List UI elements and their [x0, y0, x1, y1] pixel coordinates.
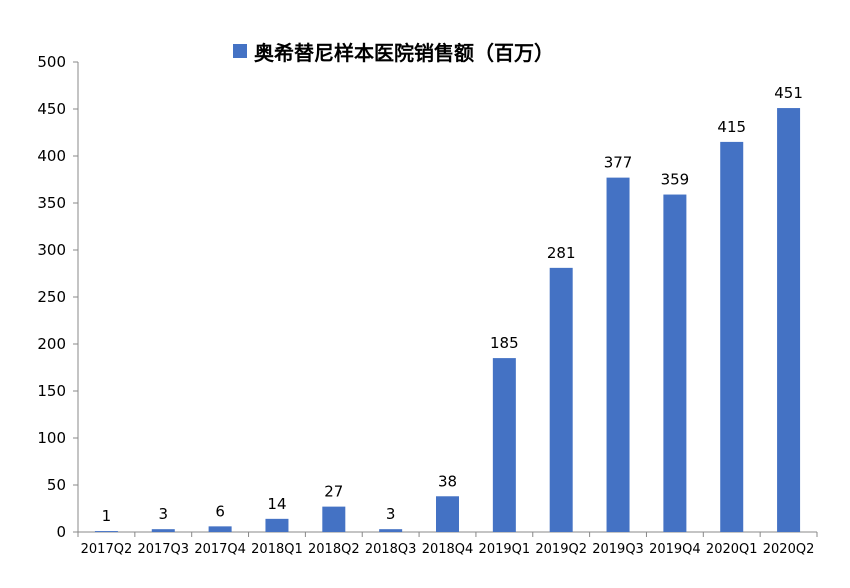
bar	[265, 518, 289, 532]
x-tick-label: 2020Q1	[706, 542, 758, 557]
y-tick-label: 250	[37, 288, 66, 306]
bar	[663, 194, 687, 533]
y-tick-label: 400	[37, 147, 66, 165]
bar	[720, 141, 744, 532]
legend-swatch	[233, 44, 247, 58]
data-label: 3	[386, 505, 396, 523]
x-tick-label: 2017Q2	[81, 542, 133, 557]
x-tick-label: 2019Q2	[535, 542, 587, 557]
x-tick-label: 2018Q3	[365, 542, 417, 557]
y-tick-label: 500	[37, 53, 66, 71]
y-tick-label: 150	[37, 382, 66, 400]
x-tick-label: 2019Q3	[592, 542, 644, 557]
bar	[322, 506, 346, 532]
x-axis-ticks: 2017Q2 2017Q3 2017Q4 2018Q1 2018Q2 2018Q3 2018…	[77, 532, 818, 557]
data-label: 6	[215, 502, 225, 520]
data-label: 27	[324, 483, 343, 501]
bar	[151, 529, 175, 532]
data-label: 38	[438, 472, 457, 490]
y-tick-label: 50	[47, 476, 66, 494]
x-tick-label: 2017Q4	[194, 542, 246, 557]
y-axis-ticks: 0 50 100 150 200 250 300 350 400 450 500	[37, 53, 78, 541]
data-label: 14	[267, 495, 286, 513]
x-tick-label: 2017Q3	[137, 542, 189, 557]
x-tick-label: 2019Q1	[479, 542, 531, 557]
legend-label: 奥希替尼样本医院销售额（百万）	[254, 41, 554, 65]
data-label: 281	[547, 244, 576, 262]
y-tick-label: 100	[37, 429, 66, 447]
x-tick-label: 2019Q4	[649, 542, 701, 557]
bar	[379, 529, 403, 532]
bar	[492, 358, 516, 532]
bar	[606, 177, 630, 532]
bar	[777, 108, 801, 532]
data-label: 451	[774, 84, 803, 102]
bars	[94, 108, 801, 533]
y-tick-label: 450	[37, 100, 66, 118]
y-tick-label: 200	[37, 335, 66, 353]
x-tick-label: 2020Q2	[763, 542, 815, 557]
x-tick-label: 2018Q2	[308, 542, 360, 557]
bar	[94, 531, 118, 532]
data-label: 415	[717, 118, 746, 136]
y-tick-label: 0	[56, 523, 66, 541]
data-labels: 1 3 6 14 27 3 38 185 281 377 359 415 451	[102, 84, 803, 525]
legend: 奥希替尼样本医院销售额（百万）	[233, 41, 554, 65]
bar	[549, 267, 573, 532]
x-tick-label: 2018Q4	[422, 542, 474, 557]
data-label: 359	[661, 171, 690, 189]
data-label: 377	[604, 154, 633, 172]
data-label: 1	[102, 507, 112, 525]
bar	[436, 496, 459, 532]
y-tick-label: 300	[37, 241, 66, 259]
data-label: 3	[158, 505, 168, 523]
y-tick-label: 350	[37, 194, 66, 212]
x-tick-label: 2018Q1	[251, 542, 303, 557]
bar	[208, 526, 232, 532]
data-label: 185	[490, 334, 519, 352]
